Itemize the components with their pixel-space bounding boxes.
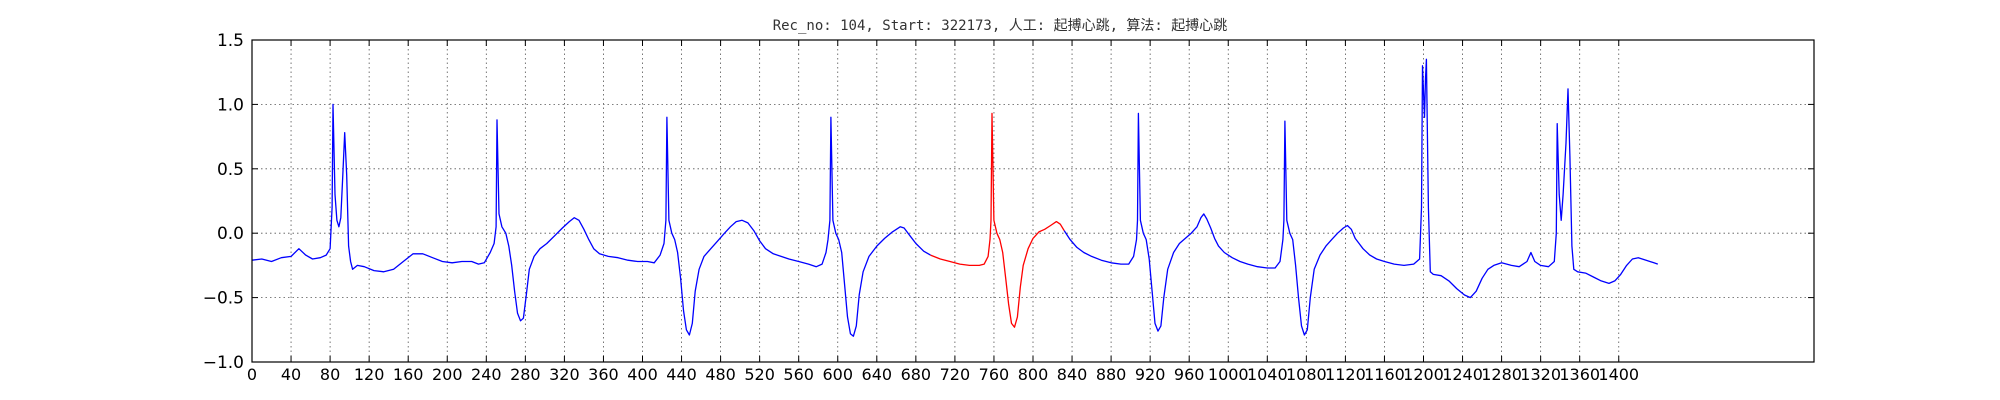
- x-tick-label: 560: [783, 365, 814, 384]
- x-tick-label: 920: [1135, 365, 1166, 384]
- x-tick-label: 520: [744, 365, 775, 384]
- x-tick-label: 320: [549, 365, 580, 384]
- x-tick-label: 880: [1096, 365, 1127, 384]
- x-tick-label: 80: [320, 365, 340, 384]
- x-tick-label: 400: [627, 365, 658, 384]
- x-axis-ticks: 0 40 80 120 160 200 240 280 320 360 400 440 480 520 56…: [247, 40, 1639, 384]
- x-tick-label: 960: [1174, 365, 1205, 384]
- ecg-traces: [251, 58, 1659, 337]
- x-tick-label: 720: [940, 365, 971, 384]
- x-tick-label: 1360: [1559, 365, 1600, 384]
- x-tick-label: 1160: [1364, 365, 1405, 384]
- y-tick-label: −0.5: [203, 289, 244, 309]
- ecg-series-line: [930, 112, 1065, 328]
- x-tick-label: 200: [432, 365, 463, 384]
- y-axis-ticks: −1.0 −0.5 0.0 0.5 1.0 1.5: [203, 31, 1814, 373]
- x-tick-label: 640: [862, 365, 893, 384]
- chart-title: Rec_no: 104, Start: 322173, 人工: 起搏心跳, 算法…: [773, 17, 1228, 34]
- x-tick-label: 1040: [1247, 365, 1288, 384]
- plot-frame: [251, 39, 1815, 363]
- y-tick-label: 0.0: [217, 224, 244, 244]
- x-tick-label: 160: [393, 365, 424, 384]
- x-tick-label: 800: [1018, 365, 1049, 384]
- x-tick-label: 1280: [1481, 365, 1522, 384]
- y-tick-label: 0.5: [217, 160, 244, 180]
- grid-lines: [251, 39, 1814, 363]
- x-tick-label: 120: [354, 365, 385, 384]
- x-tick-label: 1000: [1208, 365, 1249, 384]
- x-tick-label: 760: [979, 365, 1010, 384]
- x-tick-label: 680: [901, 365, 932, 384]
- ecg-series-line: [251, 103, 931, 337]
- y-tick-label: −1.0: [203, 353, 244, 373]
- x-tick-label: 1320: [1520, 365, 1561, 384]
- x-tick-label: 840: [1057, 365, 1088, 384]
- x-tick-label: 280: [510, 365, 541, 384]
- x-tick-label: 360: [588, 365, 619, 384]
- x-tick-label: 440: [666, 365, 697, 384]
- y-tick-label: 1.5: [217, 31, 244, 51]
- x-tick-label: 240: [471, 365, 502, 384]
- x-tick-label: 480: [705, 365, 736, 384]
- ecg-series-line: [1063, 58, 1659, 336]
- y-tick-label: 1.0: [217, 95, 244, 115]
- x-tick-label: 40: [281, 365, 301, 384]
- x-tick-label: 1200: [1403, 365, 1444, 384]
- x-tick-label: 1080: [1286, 365, 1327, 384]
- x-tick-label: 1400: [1598, 365, 1639, 384]
- x-tick-label: 600: [822, 365, 853, 384]
- x-tick-label: 1240: [1442, 365, 1483, 384]
- x-tick-label: 1120: [1325, 365, 1366, 384]
- x-tick-label: 0: [247, 365, 257, 384]
